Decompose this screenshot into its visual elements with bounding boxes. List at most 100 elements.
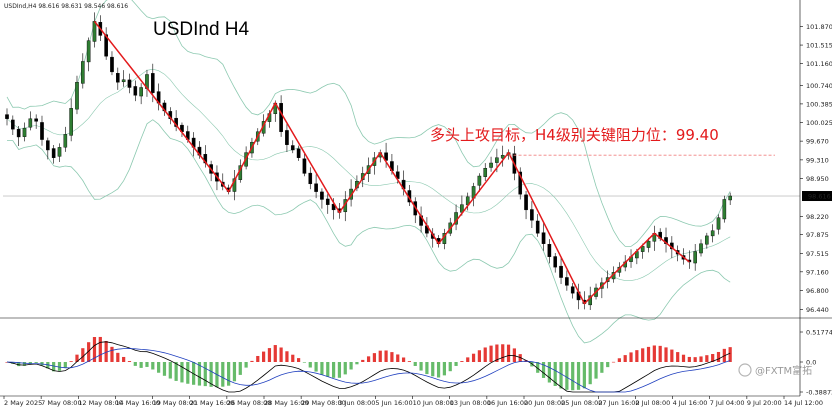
price-tick-label: 96.800 (806, 287, 829, 295)
candle-body (104, 34, 108, 57)
candle-body (716, 217, 721, 230)
time-tick-label: 16 Jun 16:00 (487, 399, 528, 407)
candle (710, 224, 715, 243)
macd-histogram-bar (506, 344, 511, 362)
candle (535, 214, 540, 237)
candle (699, 239, 703, 257)
macd-histogram-bar (536, 362, 540, 373)
time-tick-label: 3 Jun 08:00 (338, 399, 375, 407)
macd-histogram-bar (419, 362, 423, 371)
price-tick-label: 101.870 (806, 23, 832, 31)
candle (57, 143, 62, 163)
time-tick-label: 13 Jun 08:00 (450, 399, 491, 407)
price-tick-label: 99.310 (806, 156, 829, 164)
candle-body (86, 40, 91, 63)
macd-histogram-bar (512, 348, 516, 362)
candle (302, 153, 307, 177)
candle (693, 243, 697, 271)
macd-histogram-bar (711, 354, 715, 362)
candle (570, 283, 575, 299)
candle-body (693, 251, 697, 264)
time-tick-label: 14 May 16:00 (115, 399, 160, 407)
candle-body (518, 171, 523, 195)
candle-body (489, 162, 493, 168)
macd-histogram-bar (267, 348, 272, 362)
candle (320, 188, 324, 209)
candle-body (483, 168, 488, 177)
macd-histogram-bar (553, 362, 557, 386)
macd-histogram-bar (559, 362, 563, 389)
watermark-logo-icon (738, 363, 752, 377)
candle (553, 253, 558, 273)
time-tick-label: 28 May 16:00 (264, 399, 309, 407)
macd-histogram-bar (518, 354, 522, 362)
macd-histogram-bar (658, 345, 662, 362)
macd-histogram-bar (320, 362, 324, 375)
macd-histogram-bar (22, 362, 27, 366)
candle-body (705, 235, 709, 245)
candle-body (5, 114, 9, 119)
candle-body (285, 130, 289, 145)
macd-histogram-bar (331, 362, 336, 378)
candle-body (16, 128, 21, 138)
macd-histogram-bar (232, 362, 237, 382)
macd-histogram-bar (646, 346, 651, 362)
macd-histogram-bar (244, 362, 248, 368)
candle (489, 156, 493, 172)
macd-histogram-bar (501, 344, 505, 362)
macd-histogram-bar (81, 348, 85, 362)
macd-histogram-bar (407, 361, 412, 362)
macd-histogram-bar (116, 352, 120, 362)
macd-histogram-bar (279, 347, 283, 362)
price-tick-label: 97.875 (806, 231, 829, 239)
macd-histogram-bar (34, 362, 38, 363)
macd-histogram-bar (349, 362, 353, 370)
time-tick-label: 5 Jun 16:00 (375, 399, 412, 407)
time-tick-label: 20 Jun 08:00 (524, 399, 565, 407)
macd-histogram-bar (273, 345, 277, 362)
candle (500, 145, 505, 167)
candle (22, 122, 27, 142)
macd-histogram-bar (594, 362, 598, 379)
macd-histogram-bar (162, 362, 167, 376)
candle-body (40, 122, 44, 140)
macd-histogram-bar (174, 362, 178, 381)
time-tick-label: 4 Jul 16:00 (673, 399, 708, 407)
time-tick-label: 27 Jun 16:00 (598, 399, 639, 407)
macd-histogram-bar (52, 362, 56, 372)
macd-histogram-bar (547, 362, 551, 383)
macd-histogram-bar (460, 361, 464, 362)
candle (296, 145, 301, 161)
price-tick-label: 101.160 (806, 60, 832, 68)
macd-histogram-bar (69, 361, 73, 362)
macd-histogram-bar (63, 362, 67, 368)
macd-histogram-bar (256, 355, 260, 362)
macd-histogram-bar (413, 362, 417, 366)
candle (646, 237, 651, 253)
macd-histogram-bar (337, 362, 342, 378)
macd-panel[interactable] (5, 336, 732, 393)
candle (640, 243, 645, 259)
macd-histogram-bar (87, 342, 91, 362)
macd-histogram-bar (716, 351, 721, 362)
time-tick-label: 2 Jul 08:00 (635, 399, 670, 407)
candle (46, 137, 50, 160)
zigzag-overlay (93, 20, 690, 305)
macd-histogram-bar (308, 362, 312, 368)
price-axis-current-label: 98.616 (808, 193, 831, 201)
candle (81, 53, 85, 89)
candle-body (547, 244, 552, 257)
candle-body (150, 73, 155, 93)
macd-histogram-bar (57, 362, 62, 371)
target-annotation: 多头上攻目标，H4级别关键阻力位：99.40 (430, 126, 719, 144)
macd-tick-label: 0.0 (806, 359, 816, 367)
macd-histogram-bar (285, 351, 289, 362)
macd-histogram-bar (676, 352, 680, 362)
candle-body (34, 118, 38, 122)
macd-histogram-bar (571, 362, 575, 391)
candle (92, 12, 97, 48)
candle (728, 192, 732, 205)
candle-body (565, 277, 569, 286)
